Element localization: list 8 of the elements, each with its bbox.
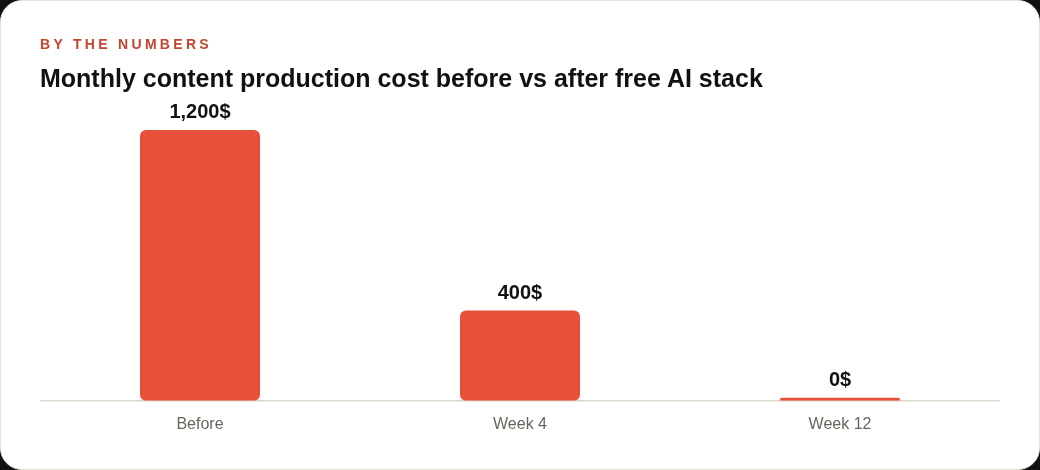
x-tick-label: Week 12 xyxy=(808,414,872,432)
data-label: 1,200$ xyxy=(169,100,231,122)
chart-title: Monthly content production cost before vs after free AI stack xyxy=(40,63,763,94)
x-tick-label: Week 4 xyxy=(493,414,548,432)
chart-subtitle: BY THE NUMBERS xyxy=(40,36,212,53)
data-label: 0$ xyxy=(828,367,852,390)
x-tick-label: Before xyxy=(176,414,224,432)
data-label: 400$ xyxy=(497,280,543,303)
